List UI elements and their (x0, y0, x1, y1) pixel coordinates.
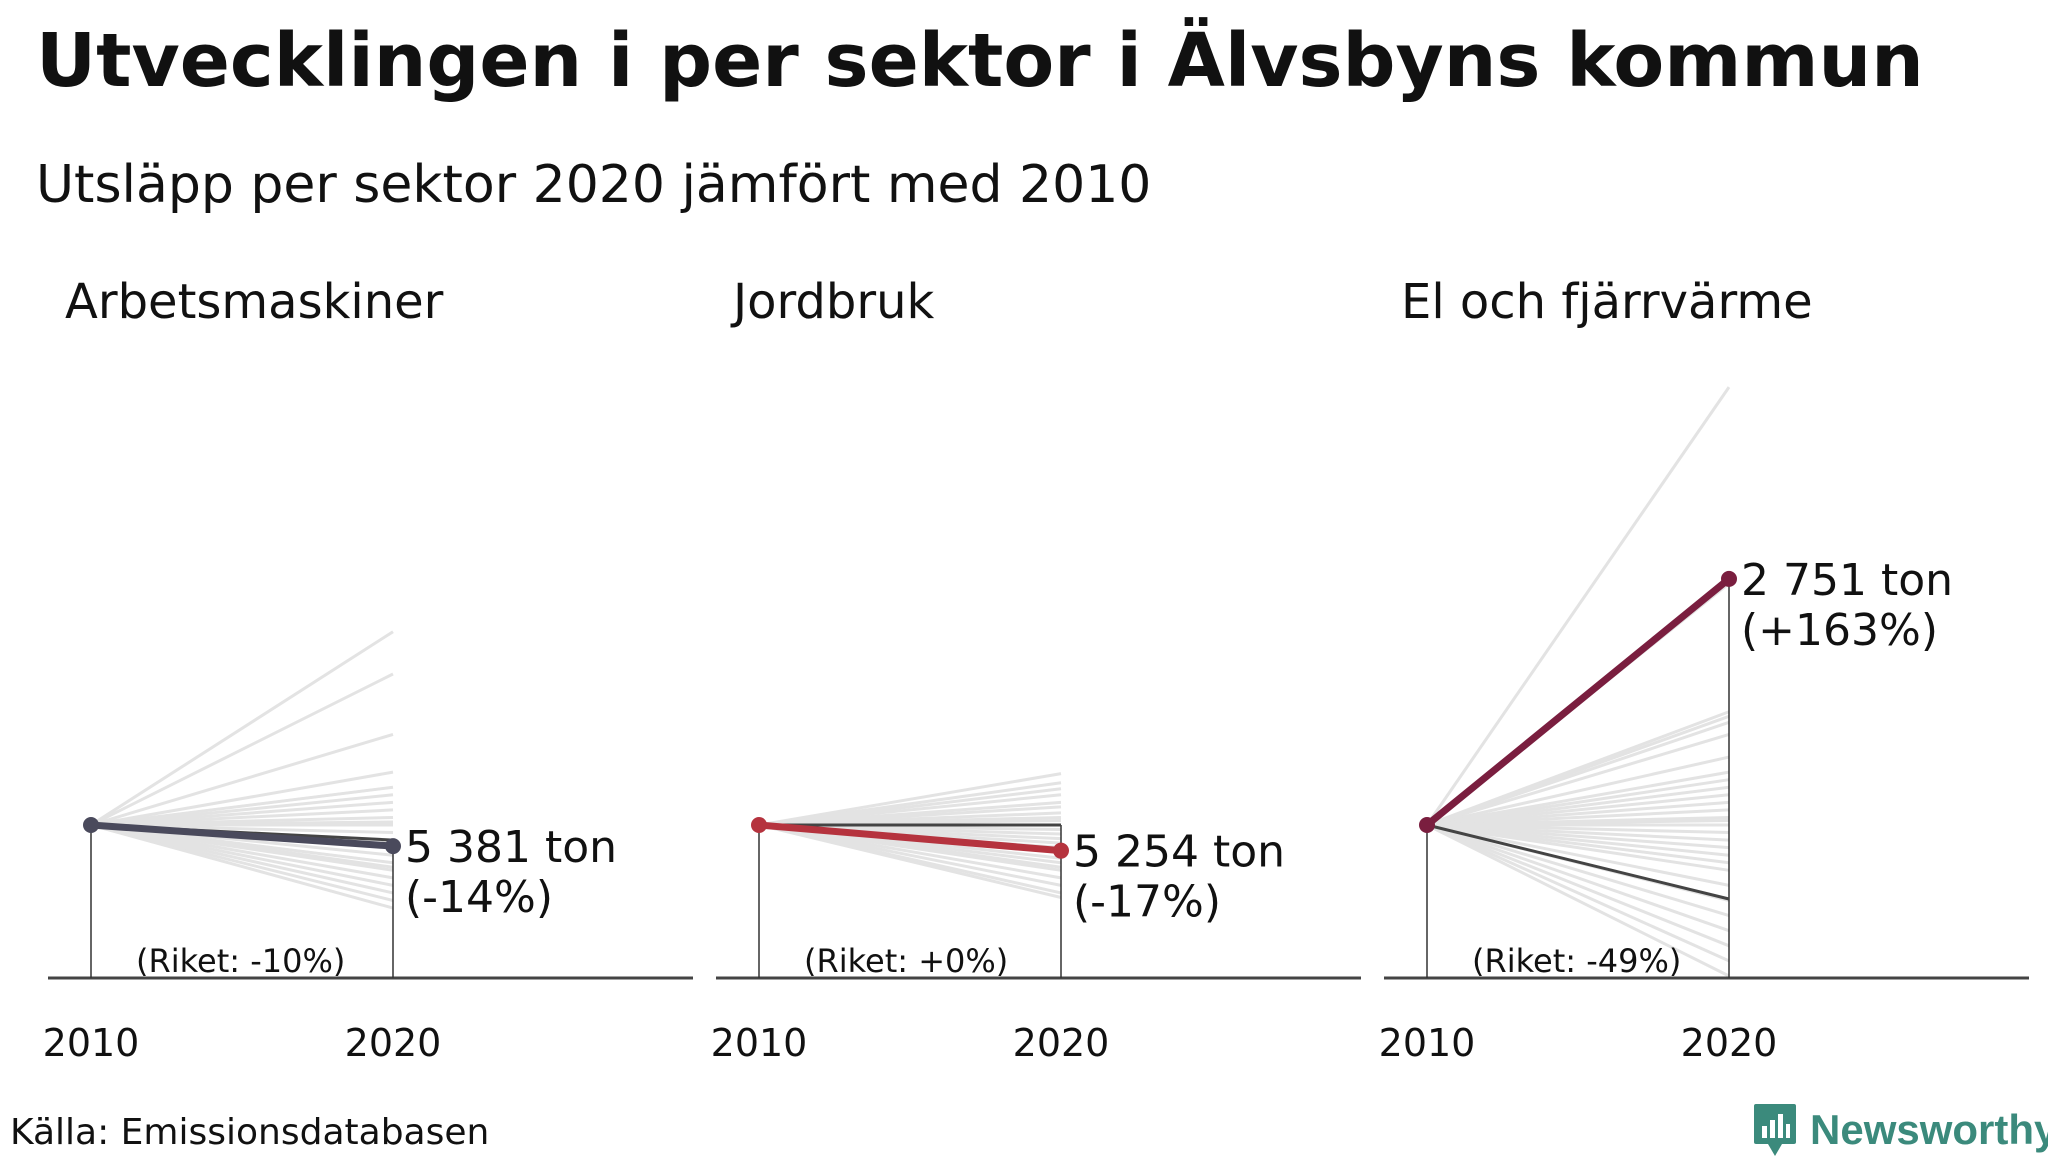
background-line (90, 770, 394, 827)
background-line (1425, 386, 1731, 826)
kommun-point-2010 (751, 817, 767, 833)
bar-chart-icon (1754, 1104, 1796, 1156)
value-label: 2 751 ton (1741, 555, 1953, 606)
background-line (1426, 823, 1730, 963)
background-line (1426, 823, 1730, 948)
kommun-point-2020 (385, 838, 401, 855)
background-line (1426, 823, 1730, 887)
riket-label: (Riket: +0%) (804, 942, 1008, 980)
kommun-point-2020 (1721, 570, 1737, 587)
background-line (1426, 755, 1730, 827)
other-municipalities-lines (90, 630, 394, 910)
background-line (1426, 823, 1730, 978)
background-line (1426, 720, 1730, 827)
x-tick-label: 2020 (345, 1021, 442, 1065)
kommun-line (755, 821, 1065, 855)
background-line (1426, 823, 1730, 872)
chart-panel-2: Jordbruk 5 254 ton(-17%) (Riket: +0%) 2010 2… (711, 274, 1361, 1065)
chart-panel-1: Arbetsmaskiner 5 381 ton(-14%) (Riket: -10… (43, 274, 693, 1065)
newsworthy-logo: Newsworthy (1752, 1102, 2048, 1158)
kommun-point-2020 (1053, 842, 1069, 859)
change-label: (-14%) (405, 872, 553, 923)
kommun-line (87, 821, 397, 850)
chart-panel-3: El och fjärrvärme 2 751 ton(+163%) (Riket:… (1379, 274, 2029, 1065)
sector-title: El och fjärrvärme (1401, 274, 1813, 330)
background-line (758, 823, 1062, 899)
page-title: Utvecklingen i per sektor i Älvsbyns kom… (36, 18, 1924, 104)
change-label: (+163%) (1741, 605, 1938, 656)
x-tick-label: 2010 (1379, 1021, 1476, 1065)
background-line (1426, 732, 1730, 827)
source-note: Källa: Emissionsdatabasen (10, 1112, 490, 1153)
brand-name: Newsworthy (1810, 1106, 2048, 1153)
background-line (90, 823, 394, 910)
page-subtitle: Utsläpp per sektor 2020 jämfört med 2010 (36, 155, 1152, 215)
value-label: 5 381 ton (405, 822, 617, 873)
kommun-line (1423, 575, 1733, 829)
background-line (1426, 823, 1730, 933)
x-tick-label: 2010 (711, 1021, 808, 1065)
riket-label: (Riket: -10%) (136, 942, 345, 980)
riket-label: (Riket: -49%) (1472, 942, 1681, 980)
background-line (90, 672, 394, 827)
kommun-point-2010 (1419, 817, 1435, 833)
sector-title: Jordbruk (730, 274, 935, 330)
background-line (90, 732, 394, 827)
x-tick-label: 2010 (43, 1021, 140, 1065)
background-line (90, 630, 394, 827)
sector-title: Arbetsmaskiner (65, 274, 444, 330)
riket-line (1426, 823, 1730, 901)
kommun-point-2010 (83, 817, 99, 833)
background-line (1426, 823, 1730, 918)
x-tick-label: 2020 (1013, 1021, 1110, 1065)
change-label: (-17%) (1073, 877, 1221, 928)
value-label: 5 254 ton (1073, 827, 1285, 878)
x-tick-label: 2020 (1681, 1021, 1778, 1065)
